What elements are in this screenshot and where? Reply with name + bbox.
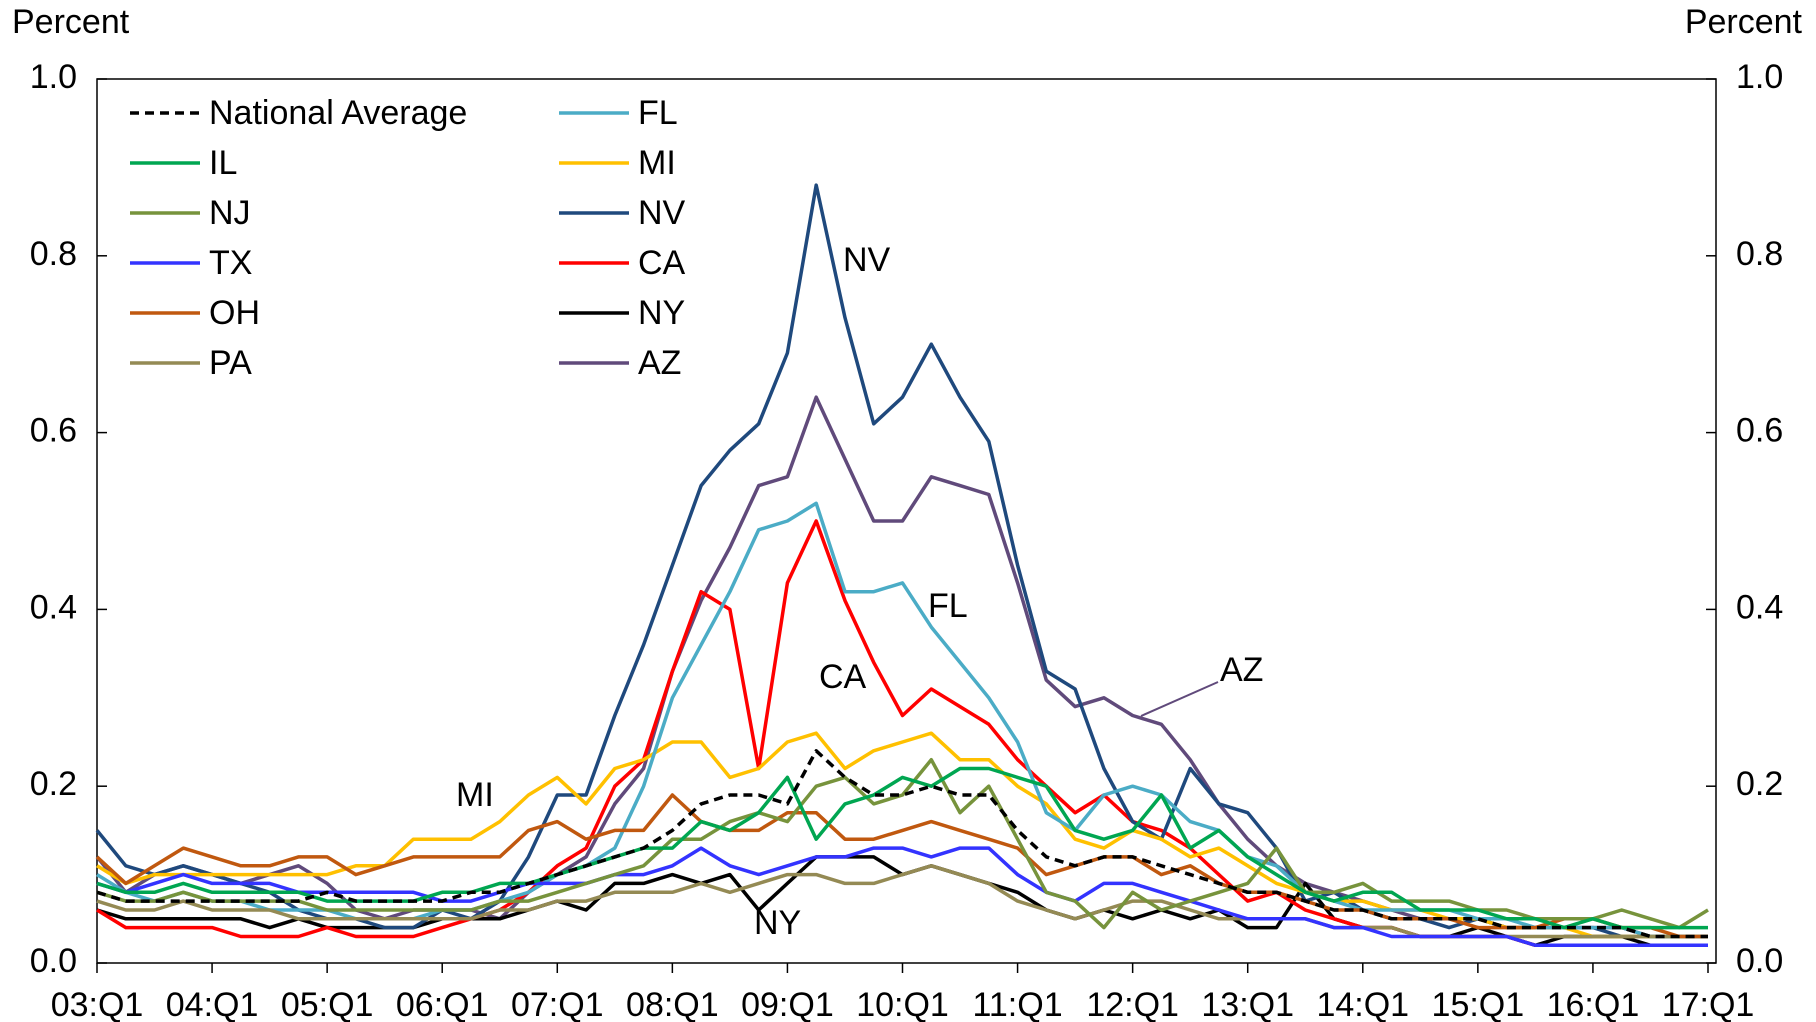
legend-label: National Average bbox=[209, 94, 467, 132]
legend-label: OH bbox=[209, 294, 260, 332]
x-tick-label: 03:Q1 bbox=[51, 986, 144, 1022]
legend-label: NJ bbox=[209, 194, 251, 232]
x-tick-label: 14:Q1 bbox=[1316, 986, 1409, 1022]
x-tick-label: 16:Q1 bbox=[1547, 986, 1640, 1022]
x-tick-label: 11:Q1 bbox=[973, 986, 1063, 1022]
legend-label: NY bbox=[638, 294, 685, 332]
y-tick-label: 0.6 bbox=[30, 412, 77, 450]
y2-axis-label: Percent bbox=[1685, 3, 1803, 41]
y2-tick-label: 1.0 bbox=[1736, 58, 1783, 96]
series-annotation: AZ bbox=[1220, 651, 1263, 689]
series-annotation: NY bbox=[754, 904, 801, 942]
series-annotation: NV bbox=[843, 241, 891, 279]
y2-tick-label: 0.4 bbox=[1736, 588, 1783, 626]
x-tick-label: 04:Q1 bbox=[166, 986, 259, 1022]
annotation-leader bbox=[1140, 681, 1219, 717]
series-annotation: CA bbox=[819, 658, 867, 696]
series-line bbox=[96, 846, 1708, 948]
series-line bbox=[96, 749, 1708, 939]
y2-tick-label: 0.6 bbox=[1736, 412, 1783, 450]
legend-label: CA bbox=[638, 244, 686, 282]
y2-tick-label: 0.0 bbox=[1736, 942, 1783, 980]
y-tick-label: 1.0 bbox=[30, 58, 77, 96]
y-tick-label: 0.8 bbox=[30, 235, 77, 273]
legend-label: TX bbox=[209, 244, 252, 282]
series-line bbox=[96, 731, 1708, 939]
legend-label: NV bbox=[638, 194, 686, 232]
y-tick-label: 0.4 bbox=[30, 588, 77, 626]
series-line bbox=[96, 757, 1709, 930]
x-tick-label: 05:Q1 bbox=[281, 986, 374, 1022]
y-tick-label: 0.2 bbox=[30, 765, 77, 803]
plot-frame bbox=[96, 78, 1717, 964]
x-tick-label: 15:Q1 bbox=[1432, 986, 1525, 1022]
y-tick-label: 0.0 bbox=[30, 942, 77, 980]
series-line bbox=[95, 395, 1708, 939]
x-tick-label: 13:Q1 bbox=[1201, 986, 1294, 1022]
legend-label: MI bbox=[638, 144, 676, 182]
y2-tick-label: 0.8 bbox=[1736, 235, 1783, 273]
legend-label: FL bbox=[638, 94, 678, 132]
x-tick-label: 17:Q1 bbox=[1662, 986, 1755, 1022]
y2-tick-label: 0.2 bbox=[1736, 765, 1783, 803]
x-tick-label: 10:Q1 bbox=[856, 986, 949, 1022]
legend-label: PA bbox=[209, 344, 252, 382]
series-line bbox=[95, 183, 1708, 939]
x-tick-label: 08:Q1 bbox=[626, 986, 719, 1022]
x-tick-label: 12:Q1 bbox=[1086, 986, 1179, 1022]
y-axis-label: Percent bbox=[12, 3, 130, 41]
legend-label: AZ bbox=[638, 344, 681, 382]
series-annotation: MI bbox=[456, 776, 494, 814]
x-tick-label: 09:Q1 bbox=[741, 986, 834, 1022]
x-tick-label: 07:Q1 bbox=[511, 986, 604, 1022]
x-tick-label: 06:Q1 bbox=[396, 986, 489, 1022]
legend-label: IL bbox=[209, 144, 237, 182]
series-annotation: FL bbox=[928, 587, 968, 625]
